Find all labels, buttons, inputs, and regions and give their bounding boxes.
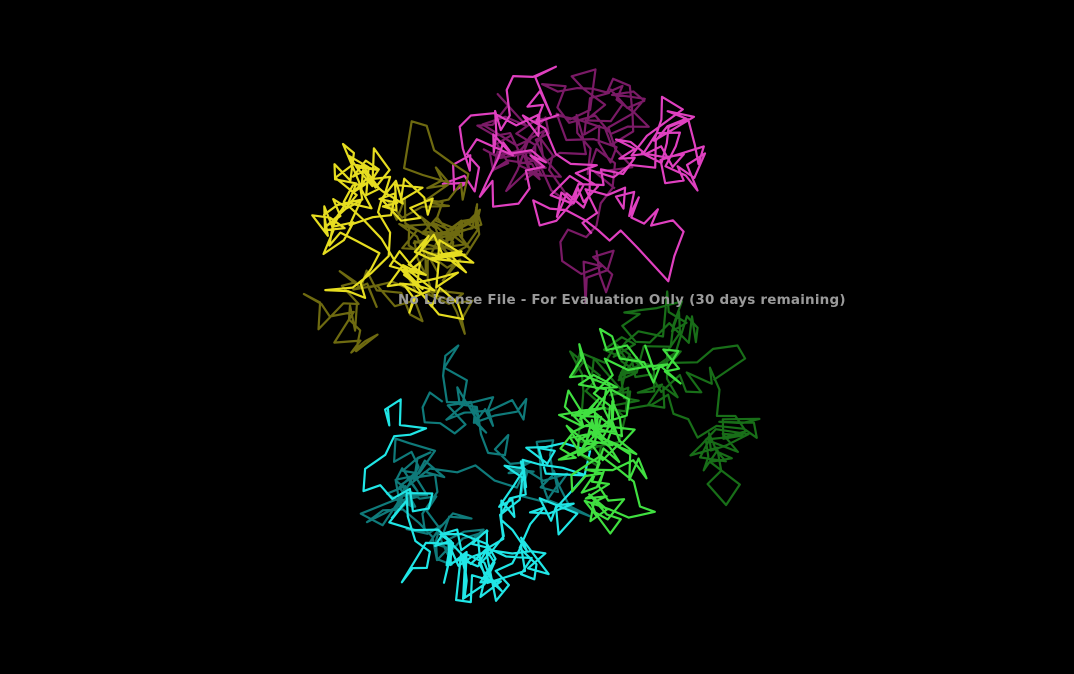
chain-a-backbone [441, 65, 707, 305]
chain-d-backbone [557, 290, 761, 535]
chain-a-trace [476, 68, 650, 305]
evaluation-watermark: No License File - For Evaluation Only (3… [398, 292, 846, 308]
chain-d-trace [557, 327, 682, 535]
chain-b-backbone [302, 120, 483, 354]
chain-b-trace [311, 142, 475, 321]
chain-c-trace [362, 398, 592, 604]
chain-a-trace [441, 65, 707, 283]
chain-c-backbone [359, 344, 592, 604]
chain-c-trace [359, 344, 592, 566]
